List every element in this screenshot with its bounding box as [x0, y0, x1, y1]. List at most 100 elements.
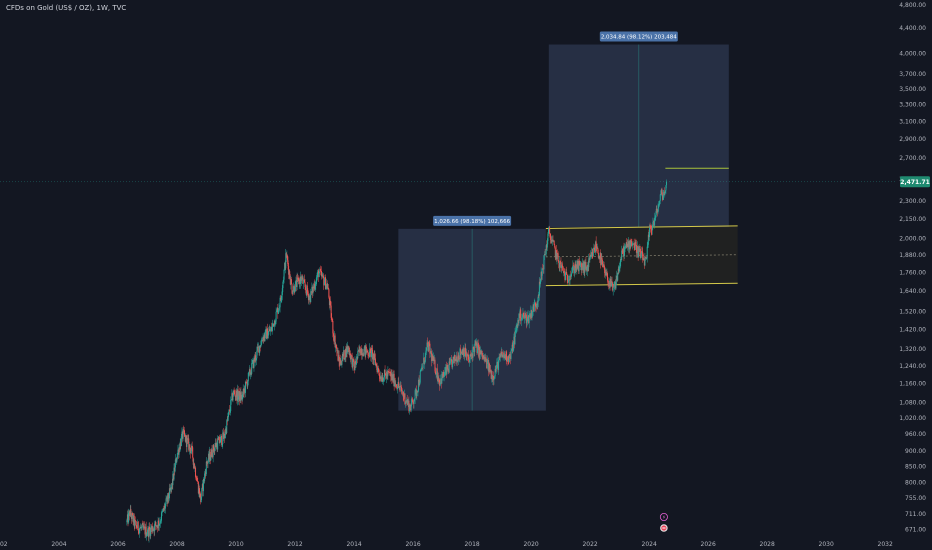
candle-body: [342, 353, 344, 357]
candle-body: [493, 378, 495, 381]
candle-body: [539, 281, 541, 284]
candle-body: [265, 329, 267, 331]
candle-group: [126, 179, 668, 543]
candle-body: [470, 355, 472, 356]
candle-body: [456, 356, 458, 363]
candle-body: [292, 293, 294, 295]
candle-body: [202, 478, 204, 492]
candle-body: [177, 449, 179, 454]
candle-body: [624, 247, 626, 256]
candle-body: [612, 286, 614, 291]
candle-body: [529, 314, 531, 317]
candle-body: [447, 368, 449, 370]
candle-body: [595, 241, 597, 253]
candle-body: [322, 274, 324, 276]
candle-body: [482, 355, 484, 359]
candle-body: [324, 277, 326, 283]
candle-body: [185, 435, 187, 447]
candle-body: [391, 373, 393, 380]
candle-body: [587, 264, 589, 268]
candle-body: [252, 359, 254, 363]
candle-body: [472, 347, 474, 358]
candle-body: [403, 395, 405, 398]
candle-body: [279, 297, 281, 308]
candle-body: [344, 349, 346, 359]
candle-body: [273, 323, 275, 327]
candle-body: [379, 376, 381, 379]
candle-body: [535, 306, 537, 308]
candle-body: [468, 359, 470, 362]
x-axis-tick-label: 2002: [0, 541, 8, 548]
candle-body: [462, 348, 464, 355]
candle-body: [422, 368, 424, 369]
candle-body: [181, 431, 183, 437]
candle-body: [575, 268, 577, 270]
candle-body: [376, 363, 378, 367]
candle-body: [271, 326, 273, 332]
candle-body: [660, 189, 662, 195]
y-axis-tick-label: 671.00: [905, 527, 926, 534]
candle-body: [254, 357, 256, 362]
candle-body: [257, 346, 259, 348]
candle-body: [182, 429, 184, 439]
candle-body: [512, 344, 514, 352]
candle-body: [383, 377, 385, 381]
candle-body: [544, 254, 546, 256]
candle-body: [368, 355, 370, 356]
lightning-icon-ring: [659, 513, 668, 522]
candle-body: [657, 208, 659, 213]
candle-body: [540, 271, 542, 280]
candle-body: [225, 428, 227, 434]
x-axis-tick-label: 2004: [51, 541, 66, 548]
x-axis-tick-label: 2024: [642, 541, 657, 548]
candle-body: [133, 515, 135, 523]
candle-body: [313, 284, 315, 289]
candle-body: [494, 376, 496, 379]
candle-body: [538, 295, 540, 296]
candle-body: [327, 287, 329, 290]
candle-body: [398, 381, 400, 387]
candle-body: [259, 345, 261, 348]
candle-body: [543, 255, 545, 270]
candle-body: [296, 277, 298, 288]
candle-body: [473, 347, 475, 349]
candle-body: [559, 261, 561, 262]
y-axis-tick-label: 2,300.00: [899, 198, 926, 205]
candle-body: [580, 263, 582, 271]
candle-body: [174, 467, 176, 472]
candle-body: [138, 528, 140, 534]
candle-body: [633, 243, 635, 248]
candle-body: [172, 473, 174, 480]
candle-body: [412, 400, 414, 402]
candle-body: [220, 436, 222, 443]
candle-body: [209, 451, 211, 459]
candle-body: [567, 280, 569, 283]
candle-body: [635, 241, 637, 245]
candle-body: [428, 343, 430, 351]
candle-body: [369, 348, 371, 357]
candle-body: [150, 527, 152, 529]
candle-body: [258, 346, 260, 353]
candle-body: [353, 365, 355, 370]
candle-body: [216, 443, 218, 448]
candle-body: [132, 514, 134, 523]
candle-body: [240, 392, 242, 400]
candle-body: [183, 429, 185, 430]
candle-body: [233, 390, 235, 392]
candle-body: [423, 357, 425, 364]
candle-body: [205, 472, 207, 474]
candle-body: [299, 279, 301, 285]
candle-body: [536, 303, 538, 306]
candle-body: [226, 420, 228, 434]
candle-body: [440, 378, 442, 383]
candle-body: [126, 514, 128, 521]
candle-body: [647, 234, 649, 245]
candle-body: [449, 361, 451, 364]
last-price-label: 2,471.71: [900, 179, 930, 186]
candle-body: [215, 443, 217, 448]
candle-body: [454, 354, 456, 361]
candle-body: [213, 450, 215, 452]
candle-body: [610, 279, 612, 287]
candle-body: [365, 346, 367, 355]
